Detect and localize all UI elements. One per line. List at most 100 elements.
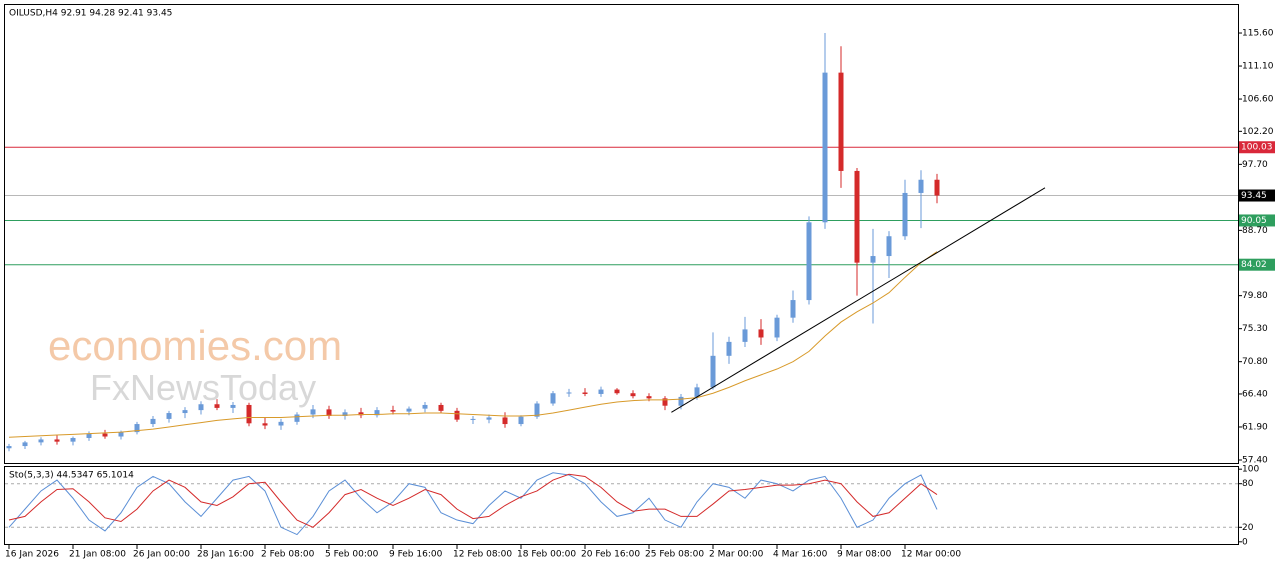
y-tick-label: 97.70: [1242, 160, 1268, 170]
x-tick-label: 9 Mar 08:00: [837, 550, 892, 560]
x-tick-label: 26 Jan 00:00: [133, 550, 190, 560]
candle-body: [598, 389, 604, 394]
y-tick-label: 66.40: [1242, 389, 1268, 399]
candle-body: [310, 409, 316, 415]
y-tick-label: 75.30: [1242, 324, 1268, 334]
y-tick-label: 102.20: [1242, 127, 1274, 137]
x-tick-label: 21 Jan 08:00: [69, 550, 126, 560]
x-tick-label: 5 Feb 00:00: [325, 550, 379, 560]
candle-body: [470, 418, 476, 420]
y-tick-label: 0: [1242, 537, 1248, 547]
candle-body: [70, 437, 76, 442]
x-tick-label: 20 Feb 16:00: [581, 550, 640, 560]
candle-body: [6, 446, 12, 449]
y-tick-label: 80: [1242, 479, 1254, 489]
candle-body: [102, 433, 108, 437]
candle-body: [342, 412, 348, 416]
x-tick-label: 12 Feb 08:00: [453, 550, 512, 560]
x-tick-label: 25 Feb 08:00: [645, 550, 704, 560]
candle-body: [374, 410, 380, 416]
chart-title: OILUSD,H4 92.91 94.28 92.41 93.45: [9, 9, 172, 19]
candle-body: [262, 423, 268, 426]
y-tick-label: 79.80: [1242, 291, 1268, 301]
x-tick-label: 28 Jan 16:00: [197, 550, 254, 560]
candle-body: [870, 256, 876, 263]
candle-body: [390, 410, 396, 412]
x-tick-label: 12 Mar 00:00: [901, 550, 961, 560]
price-panel-frame: [4, 4, 1239, 464]
candle-body: [566, 392, 572, 394]
candle-body: [22, 442, 28, 447]
y-tick-label: 100: [1242, 465, 1259, 475]
candle-body: [854, 170, 860, 263]
candle-body: [790, 300, 796, 318]
candle-body: [902, 192, 908, 237]
level-label: 93.45: [1241, 191, 1267, 201]
candle-body: [422, 404, 428, 409]
y-tick-label: 70.80: [1242, 357, 1268, 367]
candle-body: [534, 403, 540, 417]
candle-body: [822, 72, 828, 223]
y-tick-label: 57.40: [1242, 455, 1268, 465]
candle-body: [726, 341, 732, 356]
candle-body: [326, 409, 332, 416]
candle-body: [630, 393, 636, 397]
candle-body: [38, 439, 44, 443]
candle-body: [198, 404, 204, 411]
x-tick-label: 16 Jan 2026: [5, 550, 59, 560]
level-label: 90.05: [1241, 216, 1267, 226]
candle-body: [694, 387, 700, 397]
candle-body: [486, 417, 492, 420]
watermark: FxNewsToday: [90, 367, 316, 408]
watermark: economies.com: [48, 322, 342, 369]
x-tick-label: 2 Mar 00:00: [709, 550, 764, 560]
candle-body: [838, 72, 844, 171]
trendline: [671, 187, 1046, 413]
candle-body: [118, 432, 124, 437]
y-tick-label: 111.10: [1242, 62, 1274, 72]
indicator-title: Sto(5,3,3) 44.5347 65.1014: [9, 471, 134, 481]
candle-body: [742, 329, 748, 342]
candle-body: [182, 410, 188, 414]
moving-average: [8, 251, 938, 438]
candle-body: [934, 179, 940, 196]
stoch-line: [8, 473, 938, 528]
candle-body: [662, 398, 668, 406]
candle-body: [214, 404, 220, 408]
candle-body: [134, 424, 140, 433]
candle-body: [774, 317, 780, 338]
y-tick-label: 20: [1242, 523, 1254, 533]
candle-body: [582, 392, 588, 394]
level-label-bg: [1239, 258, 1275, 271]
candle-body: [230, 404, 236, 408]
x-tick-label: 2 Feb 08:00: [261, 550, 315, 560]
candle-body: [86, 433, 92, 438]
y-tick-label: 106.60: [1242, 95, 1274, 105]
level-label: 100.03: [1241, 143, 1273, 153]
candle-body: [806, 222, 812, 301]
candle-body: [294, 414, 300, 422]
level-label-bg: [1239, 141, 1275, 154]
candle-body: [758, 329, 764, 338]
level-label-bg: [1239, 189, 1275, 202]
candle-body: [438, 404, 444, 411]
candle-body: [886, 236, 892, 257]
candle-body: [502, 417, 508, 425]
candle-body: [646, 396, 652, 399]
candle-body: [918, 179, 924, 193]
y-tick-label: 115.60: [1242, 29, 1274, 39]
candle-body: [278, 421, 284, 426]
y-tick-label: 61.90: [1242, 422, 1268, 432]
level-label-bg: [1239, 214, 1275, 227]
candle-body: [550, 393, 556, 404]
candle-body: [358, 412, 364, 416]
candle-body: [678, 396, 684, 406]
candle-body: [454, 410, 460, 420]
candle-body: [246, 404, 252, 424]
candle-body: [166, 413, 172, 419]
candle-body: [614, 389, 620, 394]
x-tick-label: 4 Mar 16:00: [773, 550, 828, 560]
candle-body: [406, 408, 412, 412]
x-tick-label: 9 Feb 16:00: [389, 550, 443, 560]
